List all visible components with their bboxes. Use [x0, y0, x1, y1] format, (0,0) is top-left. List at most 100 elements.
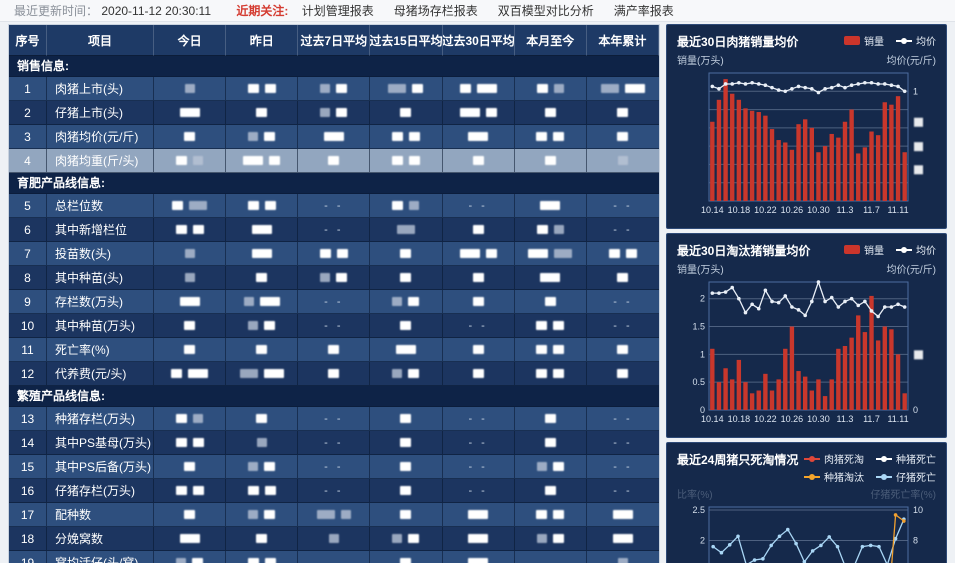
redacted-value: [536, 84, 548, 93]
table-cell: [226, 290, 299, 314]
svg-text:8: 8: [913, 536, 918, 546]
no-data-dashes: - -: [613, 295, 633, 308]
legend-label: 种猪淘汰: [824, 473, 864, 484]
topbar-link-0[interactable]: 计划管理报表: [301, 4, 374, 18]
table-cell: [442, 125, 515, 149]
legend-item-销量[interactable]: 销量: [844, 242, 884, 257]
focus-label: 近期关注:: [236, 4, 289, 18]
legend-label: 销量: [864, 246, 884, 257]
redacted-value: [264, 84, 276, 93]
redacted-value: [316, 510, 335, 519]
no-data-dashes: - -: [324, 295, 344, 308]
topbar-link-3[interactable]: 满产率报表: [613, 4, 674, 18]
table-row-7[interactable]: 7 投苗数(头): [9, 242, 659, 266]
table-cell: [154, 551, 227, 563]
legend-item-均价[interactable]: 均价: [896, 33, 936, 48]
table-cell: [226, 218, 299, 242]
legend-item-种猪死亡[interactable]: 种猪死亡: [876, 451, 936, 466]
y-right-axis-label: 均价(元/斤): [886, 265, 936, 276]
table-cell: - -: [442, 314, 515, 338]
table-row-18[interactable]: 18 分娩窝数: [9, 527, 659, 551]
redacted-value: [172, 201, 184, 210]
chart-legend-1: 销量 均价: [844, 242, 936, 257]
redacted-value: [248, 321, 259, 330]
topbar-link-2[interactable]: 双百模型对比分析: [497, 4, 594, 18]
table-cell: [514, 362, 587, 386]
table-cell: [226, 407, 299, 431]
table-row-17[interactable]: 17 配种数: [9, 503, 659, 527]
redacted-value: [243, 297, 254, 306]
table-row-3[interactable]: 3 肉猪均价(元/斤): [9, 125, 659, 149]
legend-item-均价[interactable]: 均价: [896, 242, 936, 257]
redacted-value: [247, 486, 259, 495]
table-cell: [586, 338, 659, 362]
redacted-value: [263, 369, 284, 378]
table-row-14[interactable]: 14 其中PS基母(万头) - - - - - -: [9, 431, 659, 455]
redacted-value: [400, 249, 412, 258]
topbar-link-1[interactable]: 母猪场存栏报表: [393, 4, 478, 18]
redacted-value: [544, 414, 556, 423]
redacted-value: [264, 558, 276, 563]
table-row-10[interactable]: 10 其中种苗(万头) - - - - - -: [9, 314, 659, 338]
redacted-value: [269, 156, 281, 165]
redacted-value: [188, 369, 209, 378]
table-cell: [586, 77, 659, 101]
redacted-value: [536, 510, 548, 519]
redacted-value: [176, 558, 187, 563]
redacted-value: [184, 510, 196, 519]
table-cell: [226, 338, 299, 362]
table-cell: [370, 407, 443, 431]
table-cell: - -: [586, 218, 659, 242]
table-cell: - -: [586, 290, 659, 314]
table-row-11[interactable]: 11 死亡率(%): [9, 338, 659, 362]
redacted-value: [175, 438, 187, 447]
legend-label: 均价: [916, 246, 936, 257]
redacted-value: [612, 534, 633, 543]
redacted-value: [184, 249, 195, 258]
table-cell: [154, 101, 227, 125]
table-row-5[interactable]: 5 总栏位数 - - - - - -: [9, 194, 659, 218]
redacted-value: [408, 156, 420, 165]
table-row-12[interactable]: 12 代养费(元/头): [9, 362, 659, 386]
table-cell: [370, 77, 443, 101]
row-item-label: 分娩窝数: [47, 527, 154, 551]
content: 序号 项目 今日 昨日 过去7日平均 过去15日平均 过去30日平均 本月至今 本年累计 销售信息…: [0, 22, 955, 563]
redacted-value: [400, 273, 412, 282]
legend-item-种猪淘汰[interactable]: 种猪淘汰: [804, 469, 864, 484]
redacted-value: [400, 510, 412, 519]
table-row-16[interactable]: 16 仔猪存栏(万头) - - - - - -: [9, 479, 659, 503]
row-number: 14: [9, 431, 47, 455]
table-cell: [442, 503, 515, 527]
table-cell: - -: [442, 407, 515, 431]
table-cell: [586, 266, 659, 290]
redacted-value: [392, 297, 403, 306]
redacted-value: [544, 108, 556, 117]
legend-item-肉猪死淘[interactable]: 肉猪死淘: [804, 451, 864, 466]
table-row-4[interactable]: 4 肉猪均重(斤/头): [9, 149, 659, 173]
table-row-8[interactable]: 8 其中种苗(头): [9, 266, 659, 290]
table-cell: - -: [298, 479, 371, 503]
svg-text:11.11: 11.11: [887, 414, 908, 424]
table-row-19[interactable]: 19 窝均活仔(头/窝): [9, 551, 659, 563]
table-row-2[interactable]: 2 仔猪上市(头): [9, 101, 659, 125]
table-row-9[interactable]: 9 存栏数(万头) - - - -: [9, 290, 659, 314]
table-cell: [586, 149, 659, 173]
table-cell: [442, 266, 515, 290]
redacted-value: [328, 345, 340, 354]
table-row-6[interactable]: 6 其中新增栏位 - - - -: [9, 218, 659, 242]
row-number: 11: [9, 338, 47, 362]
table-row-1[interactable]: 1 肉猪上市(头): [9, 77, 659, 101]
legend-item-销量[interactable]: 销量: [844, 33, 884, 48]
redacted-value: [323, 132, 344, 141]
table-cell: [154, 242, 227, 266]
legend-item-仔猪死亡[interactable]: 仔猪死亡: [876, 469, 936, 484]
table-cell: [226, 551, 299, 563]
column-header-0: 序号: [9, 25, 47, 56]
table-cell: [515, 551, 587, 563]
redacted-value: [468, 132, 489, 141]
row-item-label: 总栏位数: [47, 194, 154, 218]
table-row-15[interactable]: 15 其中PS后备(万头) - - - - - -: [9, 455, 659, 479]
row-item-label: 其中种苗(头): [47, 266, 154, 290]
redacted-value: [176, 156, 188, 165]
table-row-13[interactable]: 13 种猪存栏(万头) - - - - - -: [9, 407, 659, 431]
